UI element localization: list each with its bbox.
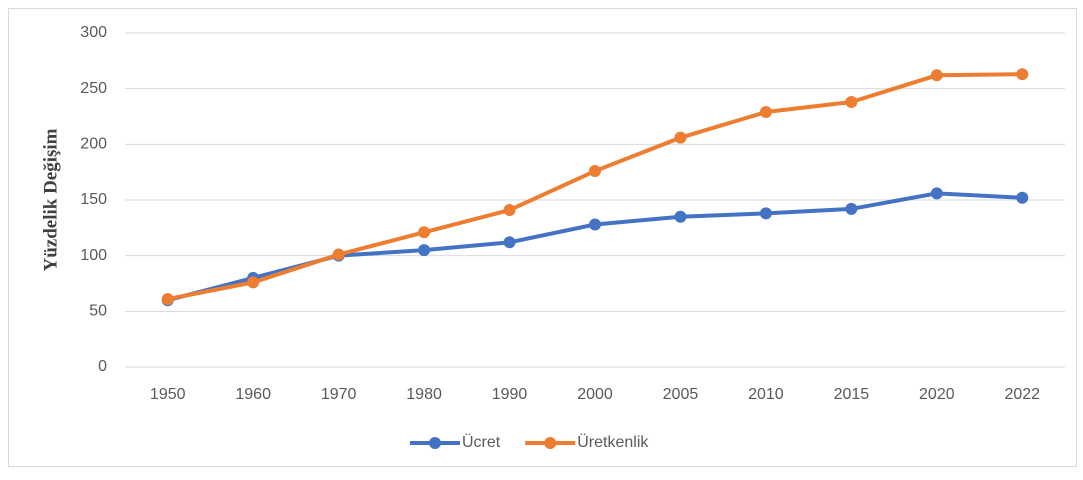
x-tick-label: 1950 — [150, 386, 186, 403]
point — [845, 202, 858, 215]
y-tick-label: 150 — [80, 191, 107, 208]
point — [930, 69, 943, 82]
y-tick-label: 0 — [98, 358, 107, 375]
point — [674, 210, 687, 223]
x-tick-label: 2010 — [748, 386, 784, 403]
point — [674, 131, 687, 144]
point — [247, 276, 260, 289]
point — [759, 106, 772, 119]
x-tick-label: 2020 — [919, 386, 955, 403]
point — [1016, 191, 1029, 204]
legend-marker — [544, 437, 557, 449]
point — [845, 96, 858, 109]
point — [418, 226, 431, 239]
point — [418, 244, 431, 257]
point — [589, 165, 601, 178]
y-axis-label: Yüzdelik Değişim — [40, 128, 61, 271]
y-tick-label: 200 — [80, 136, 107, 153]
x-tick-label: 1970 — [321, 386, 357, 403]
point — [503, 236, 516, 249]
point — [589, 218, 601, 231]
point — [759, 207, 772, 220]
legend-label: Ücret — [462, 433, 501, 451]
x-tick-label: 2015 — [834, 386, 870, 403]
x-tick-label: 1960 — [235, 386, 271, 403]
chart-border — [8, 8, 1077, 467]
point — [332, 248, 345, 261]
y-tick-label: 300 — [80, 24, 107, 41]
point — [1016, 68, 1029, 81]
x-tick-label: 2022 — [1004, 386, 1040, 403]
legend-label: Üretkenlik — [577, 433, 649, 451]
point — [503, 204, 516, 217]
y-tick-label: 50 — [89, 303, 107, 320]
x-tick-label: 2000 — [577, 386, 613, 403]
x-tick-label: 2005 — [663, 386, 699, 403]
x-tick-label: 1980 — [406, 386, 442, 403]
legend-marker — [429, 437, 441, 449]
y-tick-label: 100 — [80, 247, 107, 264]
point — [161, 293, 174, 306]
y-tick-label: 250 — [80, 80, 107, 97]
point — [930, 187, 943, 200]
x-tick-label: 1990 — [492, 386, 528, 403]
